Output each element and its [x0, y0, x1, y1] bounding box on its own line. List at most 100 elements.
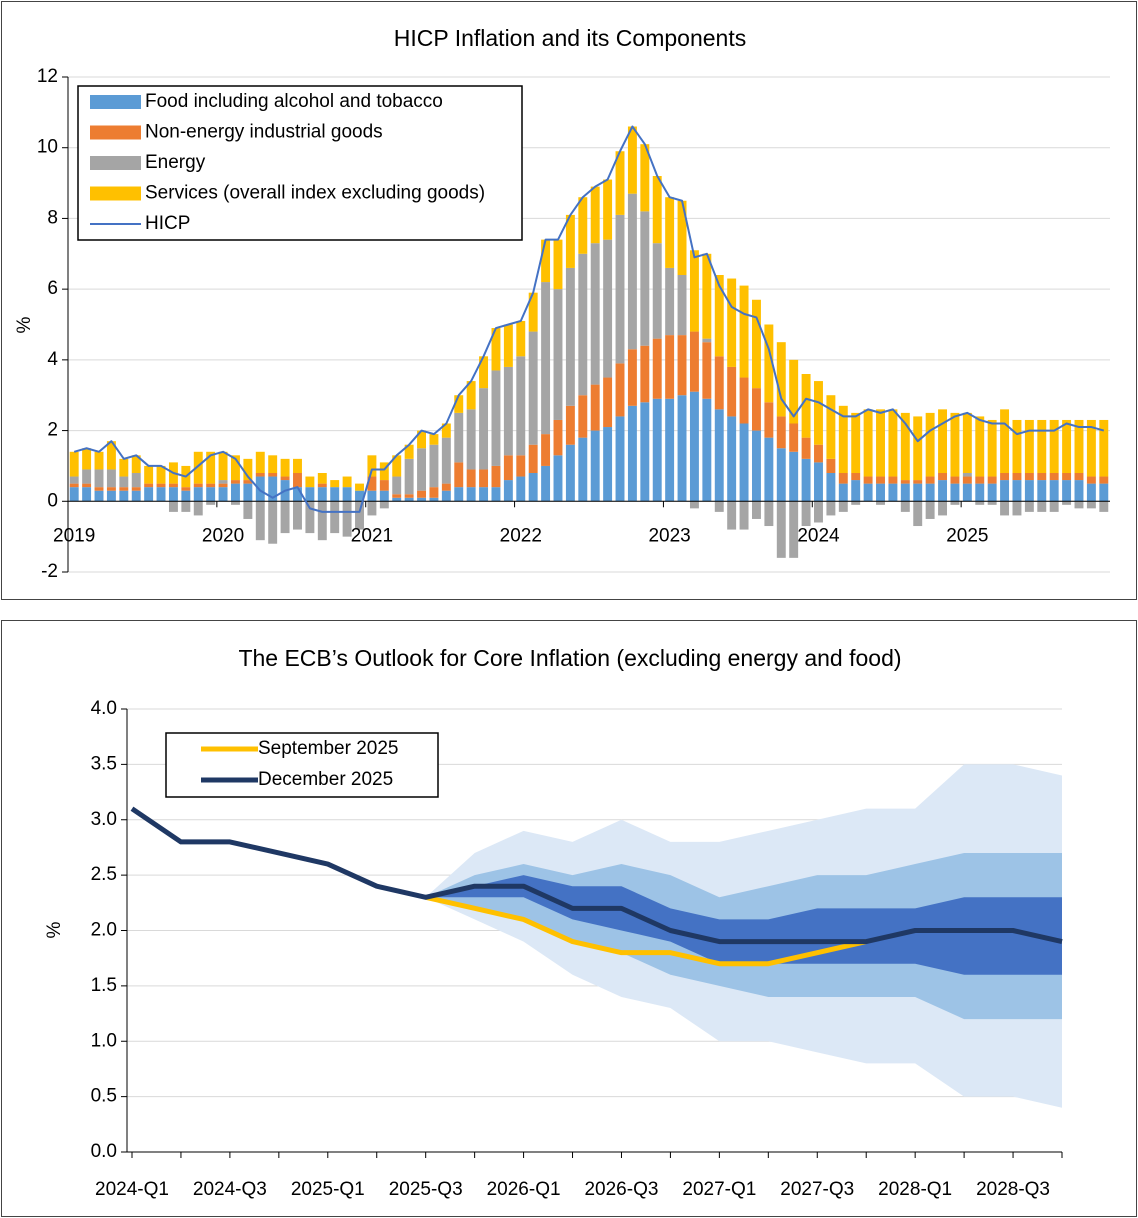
bar-segment	[528, 292, 538, 332]
y-tick-label: 1.0	[91, 1030, 117, 1051]
y-tick-label: 3.0	[91, 809, 117, 830]
y-tick-label: 2	[47, 420, 58, 441]
bar-segment	[925, 476, 935, 484]
bar-segment	[1024, 419, 1034, 473]
bar-segment	[293, 487, 302, 502]
bar-segment	[69, 476, 79, 484]
bar-segment	[379, 501, 389, 509]
bar-segment	[528, 473, 538, 502]
bar-segment	[1037, 419, 1047, 473]
bar-segment	[82, 483, 92, 488]
x-tick-label: 2028-Q3	[976, 1179, 1050, 1200]
bar-segment	[218, 487, 228, 502]
bar-segment	[503, 455, 513, 481]
bar-segment	[1037, 501, 1047, 512]
bar-segment	[814, 444, 823, 463]
bar-segment	[652, 398, 662, 502]
x-tick-label: 2025	[946, 525, 988, 546]
bar-segment	[1024, 480, 1034, 502]
bar-segment	[888, 483, 898, 502]
x-tick-label: 2026-Q1	[487, 1179, 561, 1200]
bar-segment	[838, 473, 848, 484]
bar-segment	[243, 501, 253, 519]
bar-segment	[1086, 483, 1096, 502]
bar-segment	[938, 501, 948, 516]
bar-segment	[776, 448, 786, 502]
bar-segment	[479, 356, 489, 389]
bar-segment	[379, 480, 389, 491]
bar-segment	[491, 487, 501, 502]
bar-segment	[652, 176, 662, 244]
bar-segment	[355, 483, 364, 491]
bar-segment	[206, 501, 216, 505]
bar-segment	[69, 487, 79, 502]
bar-segment	[1074, 473, 1084, 481]
bar-segment	[764, 501, 774, 527]
bar-segment	[1012, 501, 1022, 516]
bar-segment	[565, 444, 575, 502]
bar-segment	[553, 455, 563, 502]
bar-segment	[429, 487, 439, 498]
bar-segment	[677, 275, 687, 336]
bar-segment	[268, 476, 278, 502]
bar-segment	[603, 377, 613, 428]
bar-segment	[900, 412, 910, 481]
bar-segment	[1037, 473, 1047, 481]
bar-segment	[615, 416, 625, 502]
legend-swatch	[90, 95, 141, 109]
y-tick-label: 0	[47, 490, 58, 511]
bar-segment	[218, 451, 228, 481]
bar-segment	[342, 487, 352, 502]
bar-segment	[950, 483, 960, 502]
bar-segment	[950, 412, 960, 477]
bar-segment	[144, 483, 154, 488]
bar-segment	[94, 490, 104, 502]
bar-segment	[144, 465, 154, 484]
bar-segment	[317, 473, 327, 484]
x-tick-label: 2024	[797, 525, 840, 546]
bar-segment	[404, 497, 414, 502]
x-tick-label: 2028-Q1	[878, 1179, 952, 1200]
bar-segment	[826, 458, 836, 473]
bar-segment	[578, 395, 588, 438]
bar-segment	[280, 501, 290, 534]
bar-segment	[82, 448, 92, 470]
y-tick-label: 2.0	[91, 920, 117, 941]
bar-segment	[1074, 419, 1084, 473]
bar-segment	[280, 458, 290, 477]
bar-segment	[441, 437, 451, 484]
bar-segment	[441, 483, 451, 491]
bar-segment	[1012, 480, 1022, 502]
bar-segment	[1074, 501, 1084, 509]
bar-segment	[404, 494, 414, 498]
bar-segment	[627, 193, 637, 350]
bar-segment	[838, 501, 848, 512]
bar-segment	[627, 126, 637, 194]
bar-segment	[119, 490, 129, 502]
bar-segment	[789, 451, 799, 502]
bar-segment	[119, 458, 129, 477]
bar-segment	[714, 356, 724, 410]
bar-segment	[491, 370, 501, 466]
bar-segment	[714, 409, 724, 502]
bar-segment	[131, 487, 141, 491]
legend-box	[77, 85, 523, 241]
bar-segment	[243, 480, 253, 484]
bar-segment	[826, 473, 836, 502]
bar-segment	[392, 494, 402, 498]
bar-segment	[1062, 501, 1072, 505]
bar-segment	[975, 501, 985, 505]
bar-segment	[280, 476, 290, 481]
bar-segment	[925, 412, 935, 477]
bar-segment	[925, 483, 935, 502]
bar-segment	[168, 487, 178, 502]
bar-segment	[565, 267, 575, 406]
bar-segment	[541, 434, 551, 466]
bar-segment	[876, 501, 885, 505]
bar-segment	[640, 211, 650, 346]
bar-segment	[727, 278, 737, 367]
bar-segment	[776, 501, 786, 558]
chart-frame	[1, 1, 1137, 600]
line	[130, 806, 1063, 945]
chart-title: The ECB’s Outlook for Core Inflation (ex…	[238, 645, 901, 671]
